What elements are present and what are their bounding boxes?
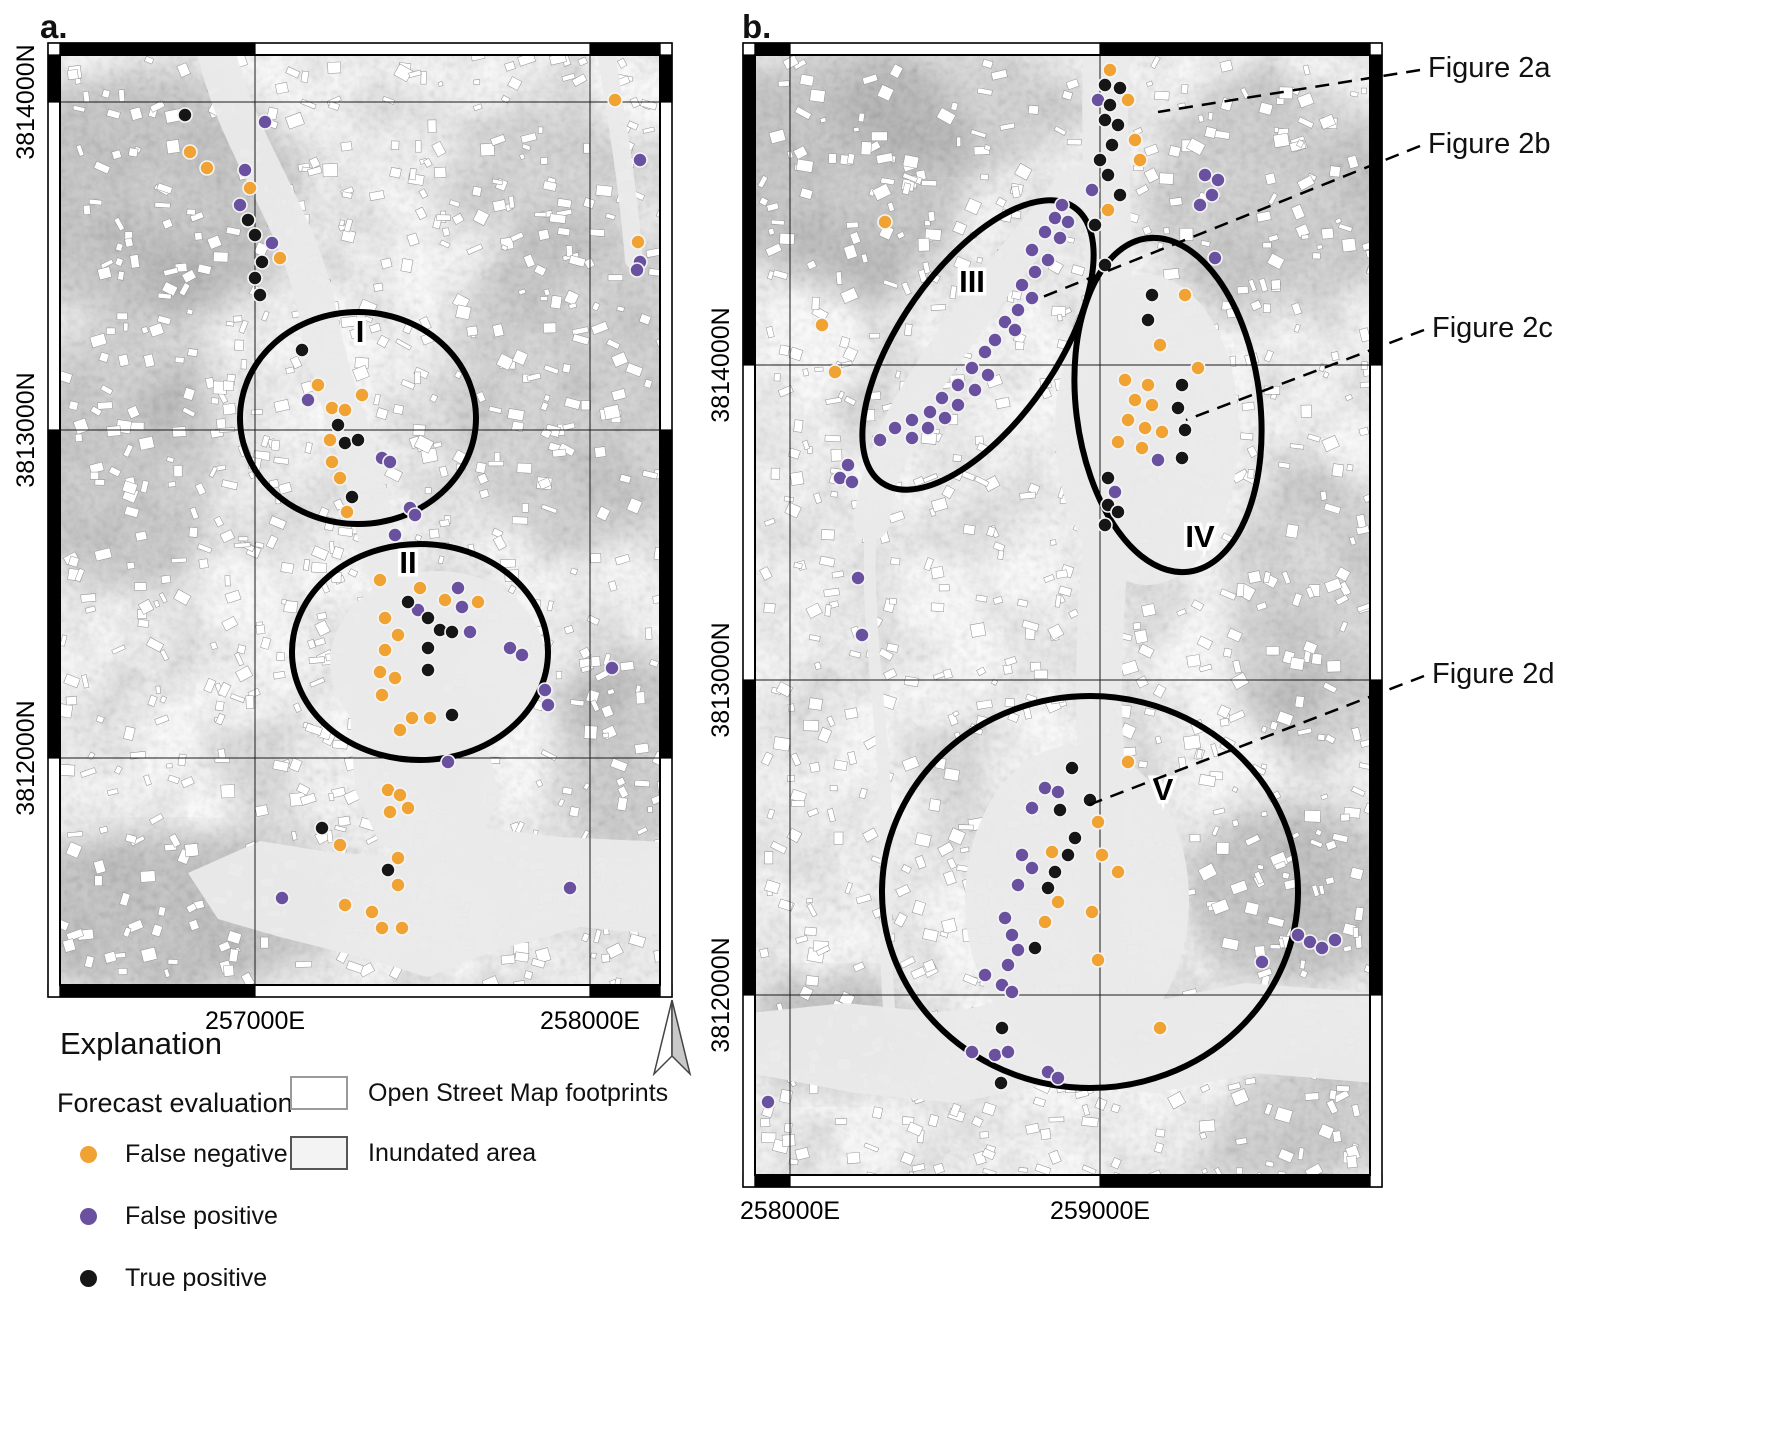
legend-item-false-negative: False negative — [80, 1140, 288, 1169]
callout-figure-2b: Figure 2b — [1428, 128, 1551, 160]
svg-text:257000E: 257000E — [205, 1007, 305, 1035]
svg-text:3813000N: 3813000N — [12, 372, 40, 487]
legend-group-title: Forecast evaluation — [57, 1088, 293, 1118]
legend-item-osm-footprints: Open Street Map footprints — [290, 1076, 668, 1110]
legend-item-label: False negative — [125, 1140, 288, 1168]
legend-item-label: True positive — [125, 1264, 268, 1292]
panel-a-label: a. — [40, 8, 68, 45]
svg-text:3812000N: 3812000N — [12, 700, 40, 815]
callout-figure-2a: Figure 2a — [1428, 52, 1551, 84]
north-arrow-icon — [648, 998, 696, 1085]
svg-text:III: III — [959, 264, 985, 299]
callout-figure-2d: Figure 2d — [1432, 658, 1555, 690]
svg-text:258000E: 258000E — [740, 1197, 840, 1225]
svg-text:3814000N: 3814000N — [707, 307, 735, 422]
panel-b-label: b. — [742, 8, 772, 45]
svg-text:3813000N: 3813000N — [707, 622, 735, 737]
false-positive-dot-icon — [80, 1208, 97, 1225]
svg-text:259000E: 259000E — [1050, 1197, 1150, 1225]
svg-text:IV: IV — [1185, 519, 1215, 554]
svg-text:II: II — [399, 545, 416, 580]
svg-text:I: I — [356, 314, 365, 349]
svg-text:3812000N: 3812000N — [707, 937, 735, 1052]
svg-text:3814000N: 3814000N — [12, 44, 40, 159]
false-negative-dot-icon — [80, 1146, 97, 1163]
inundated-area-swatch — [290, 1136, 348, 1170]
svg-text:V: V — [1153, 772, 1174, 807]
map-panel-b: III IV V 258000E 259000E 3814000N 3813000N 3812… — [700, 41, 1400, 1236]
legend-swatch-label: Inundated area — [368, 1138, 537, 1167]
map-panel-a: I II 257000E 258000E 3814000N 3813000N 3812000… — [5, 41, 675, 1046]
legend-item-inundated-area: Inundated area — [290, 1136, 536, 1170]
osm-footprint-swatch — [290, 1076, 348, 1110]
legend-item-true-positive: True positive — [80, 1264, 267, 1293]
legend-item-label: False positive — [125, 1202, 278, 1230]
map-b-canvas: III IV V 258000E 259000E 3814000N 3813000N 3812… — [707, 42, 1383, 1225]
true-positive-dot-icon — [80, 1270, 97, 1287]
svg-text:258000E: 258000E — [540, 1007, 640, 1035]
legend-item-false-positive: False positive — [80, 1202, 278, 1231]
callout-figure-2c: Figure 2c — [1432, 312, 1553, 344]
legend-swatch-label: Open Street Map footprints — [368, 1078, 669, 1107]
legend-title: Explanation — [60, 1026, 223, 1061]
